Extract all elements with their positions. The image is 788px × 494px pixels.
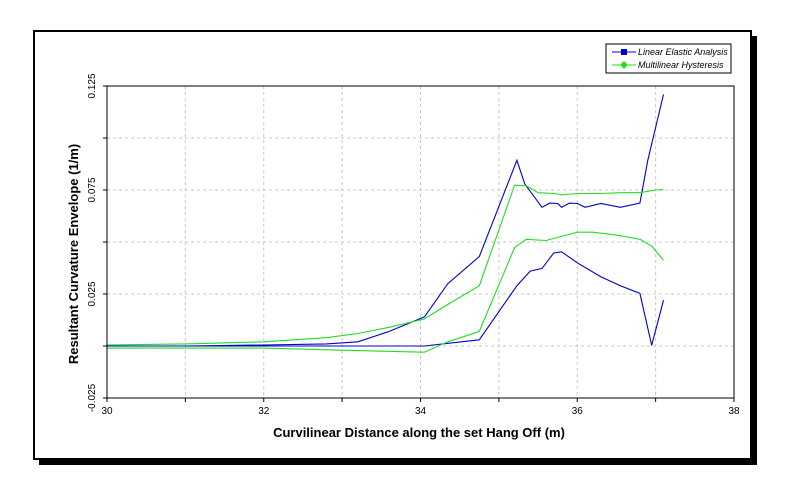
series-line-multilinear-min bbox=[107, 231, 664, 353]
x-tick-label: 36 bbox=[572, 406, 584, 417]
series-line-linear-elastic-max bbox=[107, 94, 665, 347]
series-layer bbox=[106, 94, 665, 353]
legend-label-linear-elastic: Linear Elastic Analysis bbox=[638, 47, 728, 57]
x-tick-label: 34 bbox=[415, 406, 427, 417]
x-tick-label: 32 bbox=[258, 406, 270, 417]
y-tick-label: 0.125 bbox=[87, 73, 98, 98]
legend: Linear Elastic Analysis Multilinear Hyst… bbox=[605, 43, 732, 74]
legend-box bbox=[605, 43, 732, 74]
x-tick-label: 30 bbox=[101, 406, 113, 417]
y-axis-title: Resultant Curvature Envelope (1/m) bbox=[66, 144, 81, 364]
legend-label-multilinear: Multilinear Hysteresis bbox=[638, 60, 724, 70]
frame-shadow-right bbox=[752, 36, 757, 464]
y-tick-label: 0.025 bbox=[87, 281, 98, 306]
legend-marker-diamond-icon bbox=[620, 61, 628, 69]
y-tick-label: 0.075 bbox=[87, 177, 98, 202]
y-axis-ticks: -0.025 0.025 0.075 0.125 bbox=[87, 73, 107, 412]
y-tick-label: -0.025 bbox=[87, 383, 98, 412]
x-axis-title: Curvilinear Distance along the set Hang … bbox=[273, 425, 565, 440]
grid-lines bbox=[107, 86, 734, 398]
x-tick-label: 38 bbox=[728, 406, 740, 417]
frame-shadow-bottom bbox=[39, 460, 757, 465]
chart-frame bbox=[33, 30, 752, 460]
x-axis-ticks: 30 32 34 36 38 bbox=[101, 398, 740, 417]
series-line-linear-elastic-min bbox=[107, 251, 665, 347]
legend-marker-square-icon bbox=[621, 49, 627, 55]
series-line-multilinear-max bbox=[106, 184, 664, 346]
